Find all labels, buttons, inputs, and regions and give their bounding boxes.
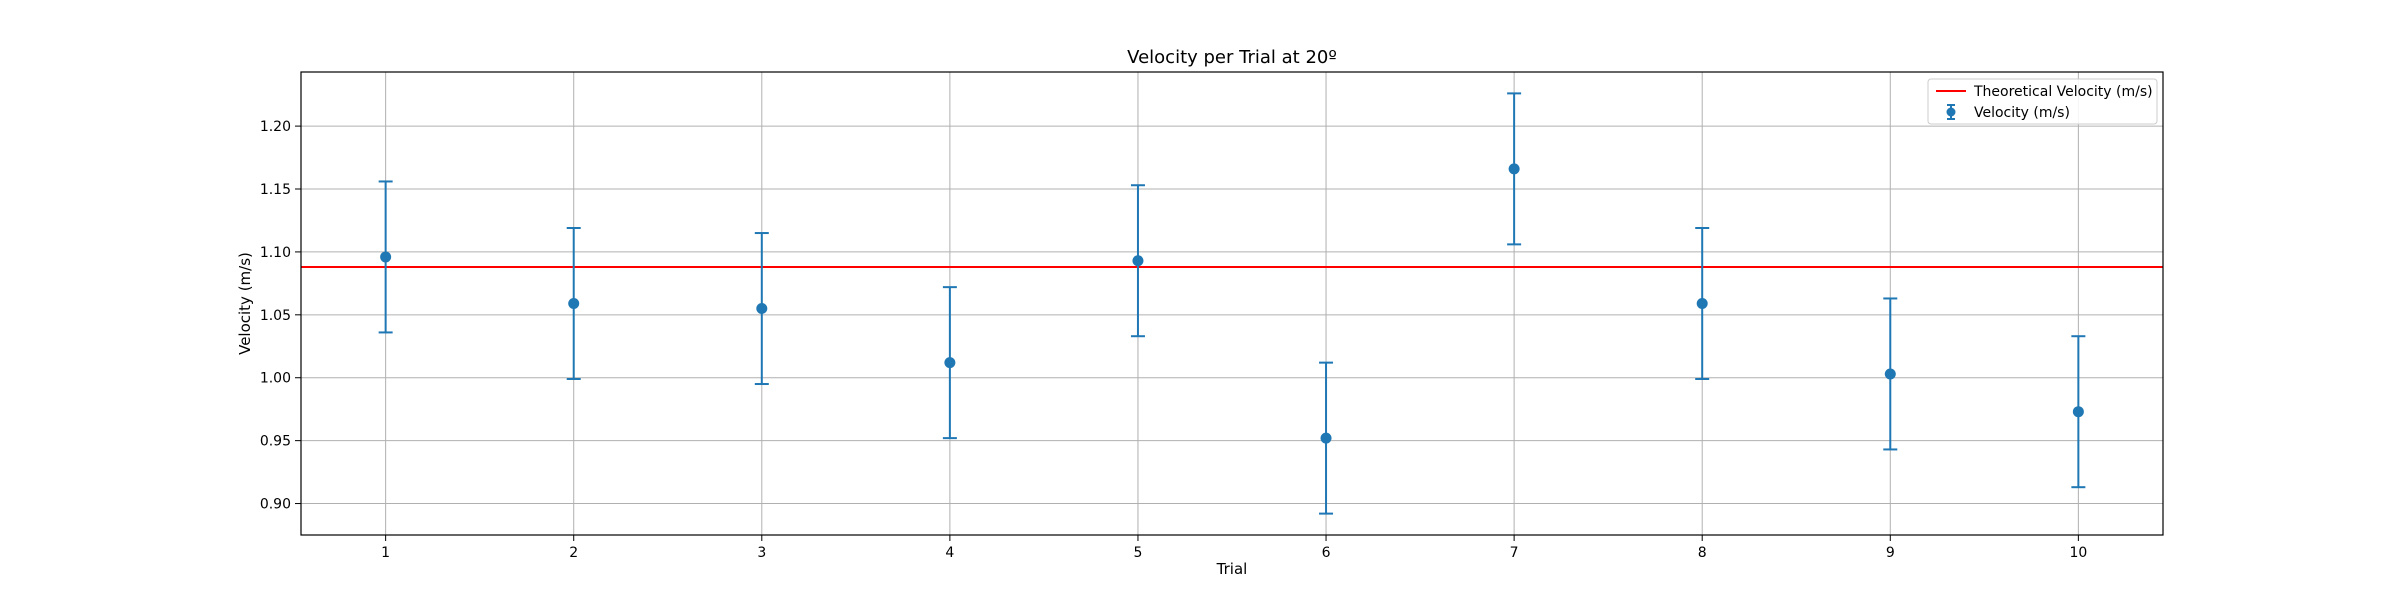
y-tick-label: 1.20	[260, 119, 291, 135]
legend-swatch-marker	[1946, 107, 1956, 117]
x-tick-label: 1	[381, 545, 390, 561]
x-tick-label: 7	[1510, 545, 1519, 561]
x-tick-label: 2	[569, 545, 578, 561]
x-tick-label: 6	[1322, 545, 1331, 561]
data-series	[378, 92, 2086, 515]
y-axis-label: Velocity (m/s)	[236, 252, 254, 355]
x-axis-label: Trial	[1216, 560, 1248, 578]
data-point	[756, 303, 768, 315]
y-tick-label: 1.00	[260, 371, 291, 387]
y-tick-label: 1.15	[260, 182, 291, 198]
data-point	[1696, 298, 1708, 309]
data-point	[1132, 255, 1144, 267]
data-point	[568, 298, 580, 309]
data-point	[380, 251, 392, 263]
data-point	[1508, 163, 1520, 175]
x-tick-label: 5	[1133, 545, 1142, 561]
x-tick-label: 4	[945, 545, 954, 561]
legend-label-velocity: Velocity (m/s)	[1974, 105, 2070, 121]
x-tick-label: 10	[2069, 545, 2087, 561]
legend-label-theoretical: Theoretical Velocity (m/s)	[1973, 84, 2153, 100]
legend-swatch-velocity	[1946, 104, 1956, 120]
y-tick-label: 1.10	[260, 245, 291, 261]
chart-title: Velocity per Trial at 20º	[1127, 47, 1337, 68]
data-point	[1884, 368, 1896, 380]
x-tick-label: 8	[1698, 545, 1707, 561]
legend: Theoretical Velocity (m/s) Velocity (m/s…	[1927, 78, 2158, 125]
plot-frame	[300, 71, 2164, 536]
data-point	[944, 357, 956, 369]
y-tick-label: 1.05	[260, 308, 291, 324]
data-point	[2072, 406, 2084, 418]
y-tick-label: 0.95	[260, 434, 291, 450]
data-point	[1320, 432, 1332, 444]
y-tick-label: 0.90	[260, 497, 291, 513]
grid-lines	[301, 72, 2163, 535]
x-tick-label: 3	[757, 545, 766, 561]
axis-ticks: 1 2 3 4 5 6 7 8 9 10 0.90 0.95 1.00 1.05 1.10 1.15 1.20	[260, 119, 2087, 561]
legend-box	[1927, 78, 2158, 125]
x-tick-label: 9	[1886, 545, 1895, 561]
